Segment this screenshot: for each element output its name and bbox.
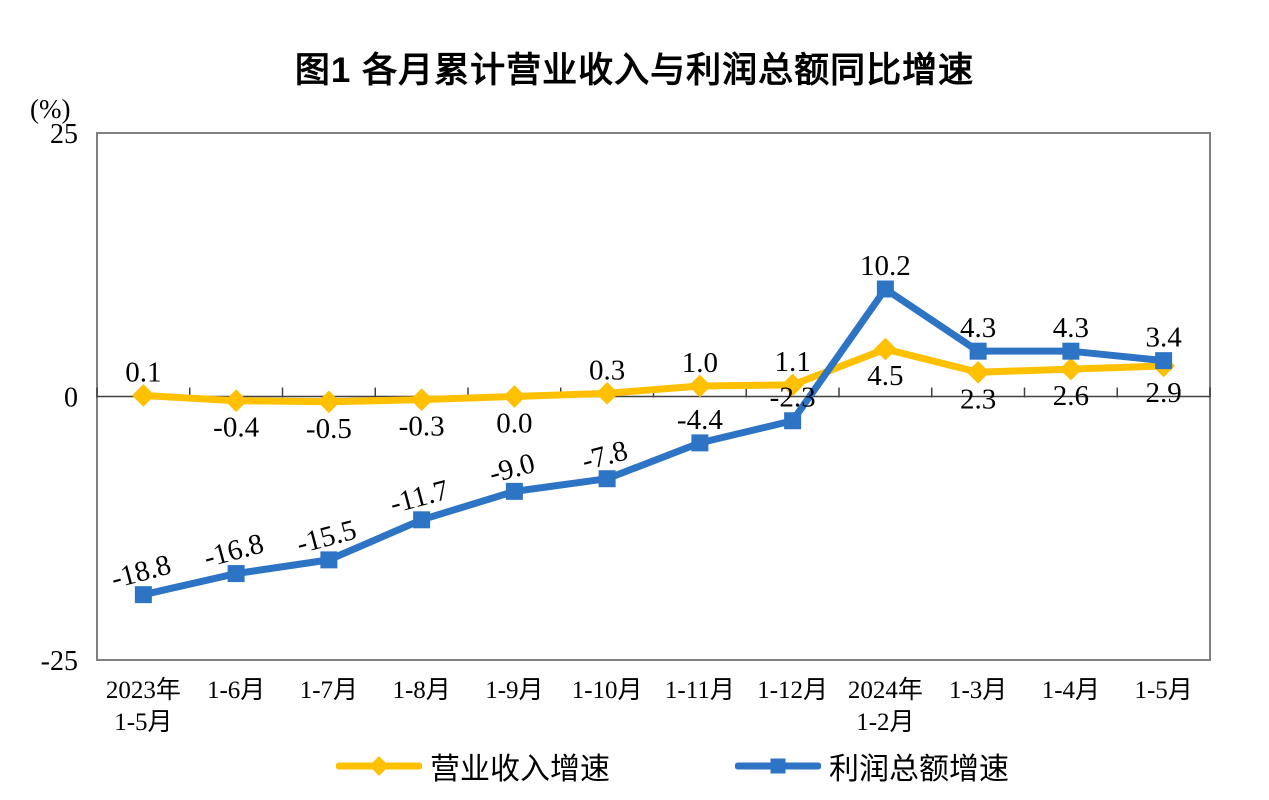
data-label: -9.0 <box>486 447 539 490</box>
revenue-data-point <box>595 382 619 405</box>
y-axis-unit-label: (%) <box>30 94 71 124</box>
data-label: -0.3 <box>399 411 445 443</box>
chart-legend: 营业收入增速 利润总额增速 <box>0 744 1269 788</box>
x-tick-label: 1-4月 <box>1042 677 1100 704</box>
data-label: 0.1 <box>125 356 161 388</box>
legend-item-revenue: 营业收入增速 <box>336 744 610 788</box>
data-label: 3.4 <box>1146 322 1183 354</box>
revenue-data-point <box>688 374 712 398</box>
data-label: 4.3 <box>1053 312 1089 344</box>
x-tick-label: 1-12月 <box>757 677 828 704</box>
revenue-data-point <box>781 373 804 397</box>
profit-data-point <box>505 482 523 500</box>
x-tick-label: 2023年 1-5月 <box>106 676 181 736</box>
y-tick-label: -25 <box>41 646 78 677</box>
profit-data-point <box>413 511 431 529</box>
data-label: -4.4 <box>677 404 723 436</box>
y-tick-label: 0 <box>64 383 78 414</box>
x-tick-label: 1-7月 <box>300 677 358 704</box>
data-label: 0.0 <box>496 408 532 440</box>
x-tick-label: 1-10月 <box>572 677 643 704</box>
profit-data-point <box>1155 352 1173 370</box>
revenue-data-point <box>317 390 341 414</box>
legend-label-revenue: 营业收入增速 <box>430 753 610 786</box>
data-label: 1.1 <box>775 346 811 378</box>
data-label: -0.5 <box>306 413 352 445</box>
legend-label-profit: 利润总额增速 <box>829 753 1009 786</box>
profit-data-point <box>876 280 894 298</box>
data-label: 4.5 <box>867 360 903 392</box>
profit-data-point <box>969 342 987 360</box>
data-label: -0.4 <box>213 412 259 444</box>
revenue-data-point <box>410 388 433 411</box>
data-label: 10.2 <box>860 250 911 282</box>
x-tick-label: 1-9月 <box>485 677 543 704</box>
data-label: 0.3 <box>589 354 625 386</box>
y-tick-label: 25 <box>50 119 78 150</box>
revenue-data-point <box>503 385 526 408</box>
x-tick-label: 1-5月 <box>1134 677 1192 704</box>
profit-data-point <box>784 412 802 430</box>
revenue-data-point <box>874 337 897 361</box>
profit-data-point <box>134 586 152 604</box>
data-label: 2.9 <box>1146 377 1182 409</box>
profit-data-point <box>598 470 616 488</box>
profit-data-point <box>1062 342 1080 360</box>
revenue-data-point <box>966 360 990 384</box>
legend-item-profit: 利润总额增速 <box>735 744 1009 788</box>
revenue-line-marker-icon <box>336 756 422 776</box>
profit-data-point <box>320 551 338 569</box>
data-label: 4.3 <box>960 312 996 344</box>
profit-series-line <box>139 285 1168 599</box>
data-label: 2.3 <box>960 383 996 415</box>
x-tick-label: 1-11月 <box>665 677 735 704</box>
profit-data-point <box>227 565 245 583</box>
x-tick-label: 1-6月 <box>207 677 265 704</box>
data-label: 1.0 <box>682 347 718 379</box>
profit-data-point <box>691 434 709 452</box>
plot-area: 25 0 -25 2023年 1-5月 1-6月 1-7月 1-8月 1-9月 1-10月 1-11… <box>41 119 1211 736</box>
x-tick-label: 1-8月 <box>392 677 450 704</box>
revenue-series-line <box>139 345 1168 406</box>
profit-line-marker-icon <box>735 758 821 774</box>
chart-title: 图1 各月累计营业收入与利润总额同比增速 <box>294 51 975 90</box>
x-tick-label: 1-3月 <box>949 677 1007 704</box>
x-tick-label: 2024年 1-2月 <box>848 676 923 736</box>
data-label: -2.3 <box>770 382 816 414</box>
data-label: 2.6 <box>1053 380 1089 412</box>
revenue-data-point <box>224 389 248 413</box>
revenue-data-point <box>1059 357 1083 381</box>
